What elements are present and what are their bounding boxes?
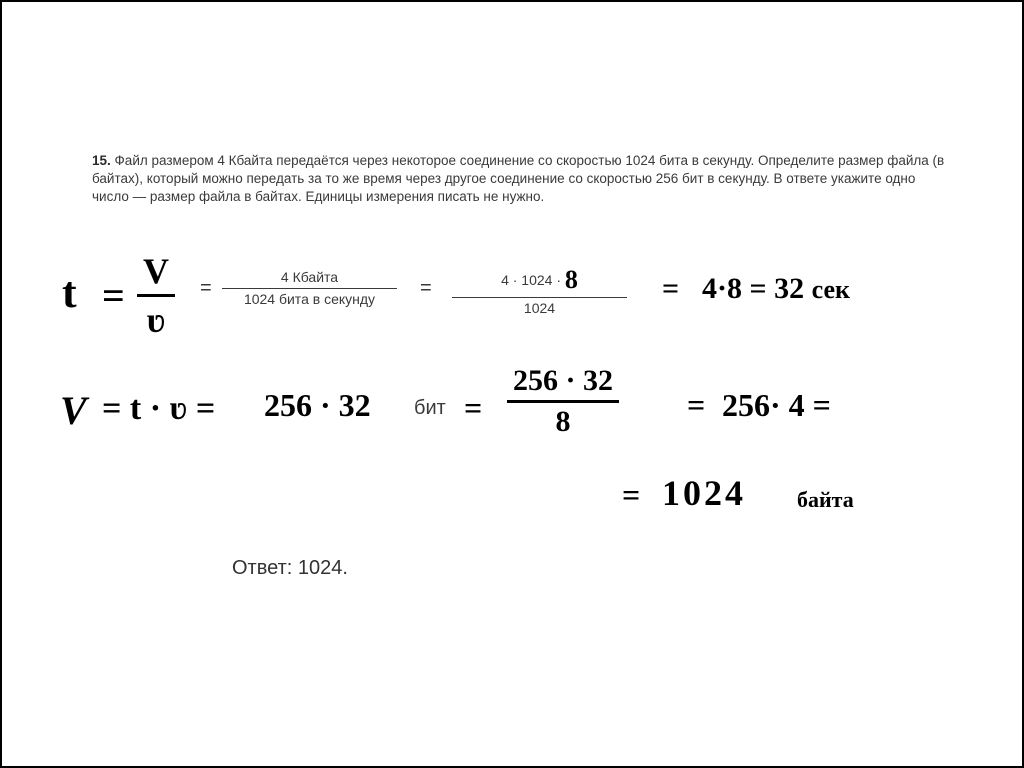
problem-statement: 15. Файл размером 4 Кбайта передаётся че… — [92, 152, 952, 207]
equals-1c: = — [420, 277, 432, 300]
result-256x4: 256· 4 = — [722, 387, 831, 424]
page-canvas: { "problem": { "number": "15.", "text": … — [0, 0, 1024, 768]
problem-number: 15. — [92, 153, 111, 168]
frac-4x1024x8-over-1024: 4 · 1024 · 8 1024 — [452, 262, 627, 319]
frac-4kb-over-1024: 4 Кбайта 1024 бита в секунду — [222, 267, 397, 310]
equals-1a: = — [102, 272, 125, 319]
frac3-numerator-b: 8 — [565, 265, 578, 294]
equals-3: = — [622, 477, 640, 514]
equals-1d: = — [662, 272, 679, 306]
answer-line: Ответ: 1024. — [232, 557, 348, 580]
frac1-numerator: V — [137, 250, 175, 297]
equals-2c: = — [687, 387, 705, 424]
var-v-upper: V — [60, 387, 87, 434]
result-32: 4·8 = 32 — [702, 272, 804, 305]
frac-final-top: 256 · 32 — [507, 364, 619, 403]
frac2-numerator: 4 Кбайта — [222, 267, 397, 289]
eq-t-times-v: = t · ʋ = — [102, 390, 215, 428]
frac3-denominator: 1024 — [452, 298, 627, 319]
unit-bit: бит — [414, 397, 446, 420]
problem-text: Файл размером 4 Кбайта передаётся через … — [92, 153, 944, 204]
frac-256x32-over-8: 256 · 32 8 — [507, 364, 619, 439]
result-32sec: 4·8 = 32 сек — [702, 272, 850, 306]
frac-final-bot: 8 — [507, 403, 619, 439]
frac3-numerator-a: 4 · 1024 · — [501, 272, 561, 288]
frac1-denominator: ʋ — [137, 297, 175, 341]
expr-256x32: 256 · 32 — [264, 387, 371, 424]
answer-value: 1024. — [298, 557, 348, 579]
equals-1b: = — [200, 277, 212, 300]
var-t: t — [62, 267, 77, 318]
frac2-denominator: 1024 бита в секунду — [222, 289, 397, 310]
result-1024: 1024 — [662, 472, 746, 514]
frac-v-over-v: V ʋ — [137, 250, 175, 341]
result-sec-unit: сек — [812, 275, 850, 304]
unit-bytes: байта — [797, 487, 854, 513]
equals-2b: = — [464, 390, 482, 427]
answer-label: Ответ: — [232, 557, 298, 579]
